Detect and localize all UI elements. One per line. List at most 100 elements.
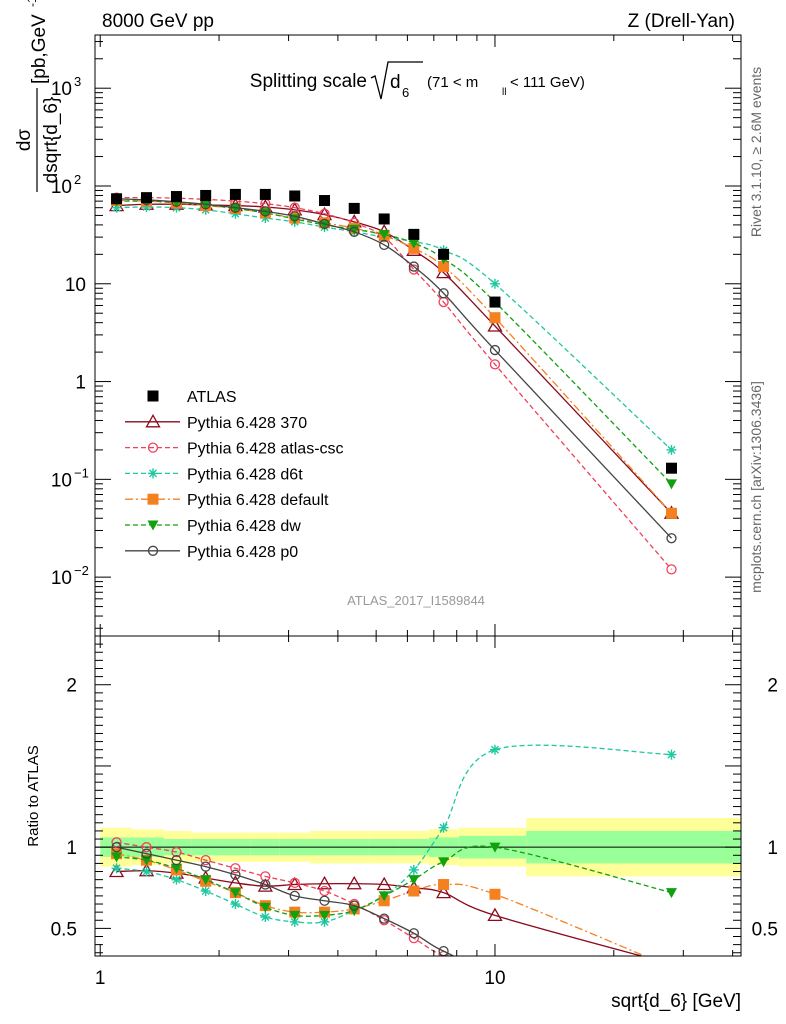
- data-point-atlas: [348, 202, 360, 214]
- ratio-point-dw: [319, 910, 331, 921]
- xlabel: sqrt{d_6} [GeV]: [611, 991, 741, 1012]
- ratio-point-p0: [379, 913, 390, 924]
- ratio-point-dw: [141, 855, 153, 866]
- upper-series-group: [108, 188, 680, 575]
- legend-entry-atlas: ATLAS: [147, 389, 237, 406]
- data-point-p0: [438, 288, 449, 299]
- ratio-point-atlascsc: [260, 871, 271, 882]
- data-point-default: [438, 261, 450, 273]
- ratio-point-default: [408, 885, 420, 897]
- ratio-point-dw: [229, 888, 241, 899]
- data-point-p0: [666, 533, 677, 544]
- ratio-point-p0: [230, 869, 241, 880]
- mcplots-label: mcplots.cern.ch [arXiv:1306.3436]: [748, 381, 764, 593]
- ratio-bands: [95, 817, 741, 877]
- y-tick-label-exp: −2: [74, 563, 89, 578]
- ratio-point-dw: [200, 875, 212, 886]
- ratio-point-p0: [141, 848, 152, 859]
- header-right: Z (Drell-Yan): [628, 11, 735, 32]
- ratio-y-tick-label: 0.5: [51, 919, 77, 940]
- ratio-point-d6t: [319, 916, 330, 927]
- ratio-point-d6t: [260, 912, 271, 923]
- ratio-point-dw: [259, 902, 271, 913]
- legend-marker-default: [147, 493, 159, 505]
- data-point-d6t: [111, 202, 122, 213]
- data-point-p0: [408, 261, 419, 272]
- data-point-d6t: [666, 444, 677, 455]
- data-point-atlas: [170, 191, 182, 203]
- ratio-point-atlascsc: [319, 885, 330, 897]
- data-point-p370: [487, 318, 503, 332]
- data-point-atlas: [259, 188, 271, 200]
- y-tick-label: 10: [51, 470, 72, 491]
- series-line-atlascsc: [116, 196, 672, 570]
- legend-label-atlas: ATLAS: [187, 389, 237, 406]
- legend-marker-atlas: [147, 390, 159, 402]
- legend-marker-d6t: [148, 468, 158, 479]
- ratio-point-d6t: [230, 899, 241, 910]
- upper-ylabel: dσ dsqrt{d_6} [pb,GeV -1 ]: [14, 0, 62, 192]
- ratio-point-d6t: [200, 886, 211, 897]
- ratio-y-tick-label: 1: [66, 838, 77, 859]
- legend-label-p0: Pythia 6.428 p0: [187, 544, 298, 561]
- ratio-point-dw: [408, 875, 420, 886]
- ratio-y-tick-label-right: 1: [767, 838, 778, 859]
- ylabel-denominator: dsqrt{d_6}: [41, 97, 62, 184]
- data-point-atlas: [141, 192, 153, 204]
- y-tick-label: 1: [75, 373, 86, 394]
- ratio-y-tick-label-right: 0.5: [752, 919, 778, 940]
- ratio-line-p370: [116, 870, 644, 956]
- legend-entry-p0: Pythia 6.428 p0: [125, 544, 298, 561]
- ratio-point-dw: [289, 910, 301, 921]
- ratio-point-d6t: [171, 874, 182, 885]
- data-point-atlas: [319, 195, 331, 207]
- data-point-dw: [348, 224, 360, 235]
- ratio-point-dw: [111, 852, 123, 863]
- title-range-sub: ll: [502, 87, 506, 98]
- title-sqrt-arg: d: [390, 72, 401, 93]
- legend-entry-atlascsc: Pythia 6.428 atlas-csc: [125, 441, 344, 458]
- legend-entry-d6t: Pythia 6.428 d6t: [125, 466, 303, 483]
- ratio-point-default: [666, 962, 677, 973]
- title-main: Splitting scale: [250, 71, 367, 92]
- ratio-point-p0: [200, 861, 211, 872]
- ylabel-numerator: dσ: [14, 129, 35, 152]
- data-point-atlas: [229, 188, 241, 200]
- data-point-atlas: [665, 462, 677, 474]
- ratio-ylabel: Ratio to ATLAS: [25, 745, 42, 846]
- ratio-point-default: [438, 879, 450, 891]
- y-tick-label-exp: 3: [74, 74, 81, 89]
- lower-frame: [94, 635, 742, 957]
- series-line-p0: [116, 198, 672, 539]
- legend-entry-default: Pythia 6.428 default: [125, 492, 329, 509]
- data-point-p0: [379, 239, 390, 251]
- data-point-dw: [378, 229, 390, 240]
- data-point-dw: [665, 479, 677, 490]
- ratio-point-atlascsc: [141, 842, 152, 853]
- ratio-point-d6t: [289, 916, 300, 927]
- ratio-point-atlascsc: [200, 855, 211, 866]
- legend-marker-atlascsc: [147, 442, 159, 453]
- data-point-p0: [349, 226, 360, 237]
- ratio-point-p0: [260, 879, 271, 890]
- data-point-dw: [408, 238, 420, 249]
- series-atlascsc: [111, 192, 677, 575]
- ratio-point-p370: [435, 884, 452, 899]
- data-point-atlas: [378, 213, 390, 225]
- ratio-point-dw: [665, 888, 677, 899]
- ratio-point-p370: [346, 875, 362, 890]
- ratio-point-d6t: [438, 822, 449, 833]
- legend-label-atlascsc: Pythia 6.428 atlas-csc: [187, 441, 344, 458]
- lower-series-group: [108, 744, 677, 973]
- data-point-default: [489, 312, 501, 324]
- ratio-point-atlascsc: [111, 837, 122, 848]
- header-left: 8000 GeV pp: [102, 11, 214, 32]
- ratio-point-p0: [408, 928, 419, 939]
- legend-marker-p0: [147, 545, 159, 556]
- data-point-d6t: [489, 278, 500, 289]
- title-sqrt-sub: 6: [402, 85, 409, 100]
- ratio-point-p0: [319, 895, 330, 906]
- series-atlas: [111, 188, 677, 474]
- ratio-point-atlascsc: [289, 877, 300, 889]
- title-range-pre: (71 < m: [427, 74, 478, 91]
